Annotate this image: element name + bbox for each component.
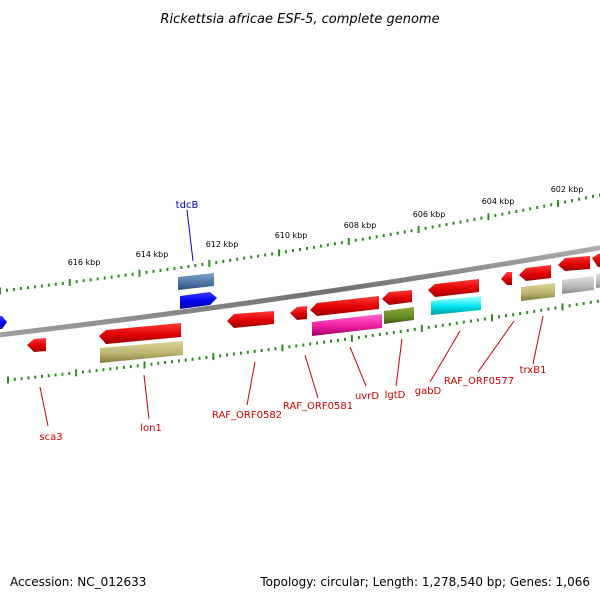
gene-lon1 <box>100 341 183 363</box>
genome-backbone <box>0 245 600 338</box>
label-tdcB: tdcB <box>176 200 199 211</box>
scale-label-612: 612 kbp <box>206 240 239 249</box>
gene-gray-edge-right <box>596 273 600 288</box>
accession-text: Accession: NC_012633 <box>10 575 146 589</box>
gene-RAF_ORF0582 <box>227 311 274 328</box>
label-lgtD: lgtD <box>385 390 406 401</box>
leader-RAF_ORF0581 <box>304 354 319 399</box>
label-RAF_ORF0581: RAF_ORF0581 <box>283 401 353 412</box>
leader-trxB1 <box>532 315 544 365</box>
gene-red-right <box>558 256 590 271</box>
label-leader-lines <box>39 209 544 427</box>
gene-red-sca3-region <box>27 338 46 352</box>
scale-label-606: 606 kbp <box>413 210 446 219</box>
gene-red-lgtD-region <box>382 290 412 305</box>
gene-red-edge-right <box>592 253 600 267</box>
leader-sca3 <box>39 386 49 427</box>
outer-scale-ticks <box>0 193 600 295</box>
inner-scale-ticks <box>7 299 599 384</box>
leader-tdcB <box>186 209 194 262</box>
gene-RAF_ORF0577 <box>501 272 512 285</box>
leader-lgtD <box>395 338 403 387</box>
scale-label-610: 610 kbp <box>275 231 308 240</box>
label-uvrD: uvrD <box>355 391 379 402</box>
scale-label-616: 616 kbp <box>68 258 101 267</box>
leader-lon1 <box>143 374 150 420</box>
gene-RAF_ORF0581 <box>290 306 307 320</box>
scale-label-602: 602 kbp <box>551 185 584 194</box>
gene-red-uvrD-region <box>310 296 379 316</box>
gene-uvrD <box>312 314 382 336</box>
leader-uvrD <box>349 346 367 387</box>
leader-gabD <box>429 330 461 383</box>
scale-label-614: 614 kbp <box>136 250 169 259</box>
gene-blue-forward <box>180 292 217 309</box>
outer-scale-labels: 616 kbp 614 kbp 612 kbp 610 kbp 608 kbp … <box>68 185 584 267</box>
label-sca3: sca3 <box>39 432 62 443</box>
label-gabD: gabD <box>415 386 442 397</box>
leader-RAF_ORF0577 <box>477 320 515 373</box>
gene-labels: tdcB sca3 lon1 RAF_ORF0582 RAF_ORF0581 u… <box>39 200 546 443</box>
label-RAF_ORF0582: RAF_ORF0582 <box>212 410 282 421</box>
gene-red-gabD-region <box>428 279 479 297</box>
label-lon1: lon1 <box>140 423 162 434</box>
gene-gabD <box>431 296 481 315</box>
label-RAF_ORF0577: RAF_ORF0577 <box>444 376 514 387</box>
topology-text: Topology: circular; Length: 1,278,540 bp… <box>259 575 590 589</box>
label-trxB1: trxB1 <box>520 365 547 376</box>
leader-RAF_ORF0582 <box>246 361 256 406</box>
map-title: Rickettsia africae ESF-5, complete genom… <box>160 12 439 27</box>
gene-tdcB <box>178 273 214 290</box>
gene-gray-right <box>562 276 594 294</box>
gene-blue-edge <box>0 316 7 329</box>
gene-features <box>0 253 600 363</box>
gene-lon1-region-red <box>99 323 181 344</box>
gene-lgtD <box>384 307 414 324</box>
scale-label-608: 608 kbp <box>344 221 377 230</box>
gene-trxB1 <box>521 283 555 301</box>
scale-label-604: 604 kbp <box>482 197 515 206</box>
gene-red-trxB1-region <box>519 265 551 281</box>
